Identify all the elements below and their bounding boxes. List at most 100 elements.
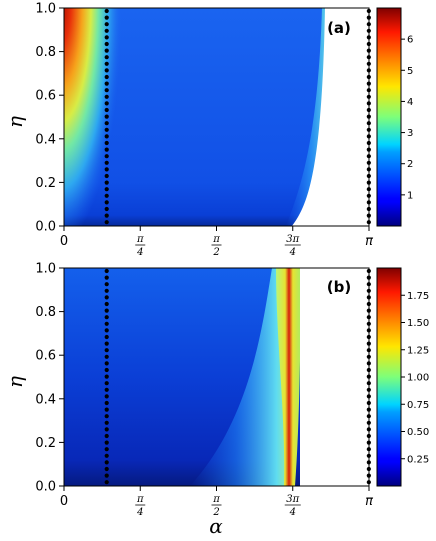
y-axis-b: 0.0 0.2 0.4 0.6 0.8 1.0 — [35, 262, 64, 495]
x-tick-numerator: π — [136, 234, 144, 245]
dot — [104, 354, 109, 359]
dot — [366, 193, 371, 198]
dot — [366, 400, 371, 406]
dot — [104, 361, 109, 366]
colorbar-tick-label: 6 — [407, 35, 413, 46]
dot — [104, 200, 109, 205]
x-tick-denominator: 4 — [289, 507, 296, 518]
dot — [104, 348, 109, 353]
y-tick-label: 0.0 — [35, 220, 56, 235]
heatmap-b-ridge — [276, 268, 302, 486]
dot — [104, 48, 109, 53]
dot — [366, 88, 371, 93]
dotted-line-b-0 — [104, 268, 109, 485]
dot — [104, 41, 109, 47]
dot — [366, 268, 371, 274]
x-tick-denominator: 4 — [136, 507, 143, 518]
dot — [104, 88, 109, 93]
dot — [366, 308, 371, 313]
dot — [366, 301, 371, 307]
dot — [104, 114, 109, 119]
x-tick-numerator: π — [212, 234, 220, 245]
dot — [366, 288, 371, 293]
dot — [366, 55, 371, 60]
dot — [366, 374, 371, 379]
colorbar-ticks-a: 1 2 3 4 5 6 — [401, 35, 413, 201]
colorbar-tick-label: 1 — [407, 190, 413, 201]
dotted-line-a-0 — [104, 8, 109, 225]
dot — [366, 8, 371, 14]
dot — [366, 433, 371, 439]
dot — [104, 61, 109, 66]
y-tick-label: 0.4 — [35, 392, 56, 407]
x-tick-label: 0 — [60, 494, 68, 509]
dot — [104, 8, 109, 14]
dot — [366, 480, 371, 485]
y-tick-label: 0.4 — [35, 132, 56, 147]
dot — [366, 328, 371, 333]
dot — [104, 440, 109, 445]
x-tick-numerator: π — [136, 494, 144, 505]
dot — [104, 282, 109, 287]
x-tick-numerator: 3π — [286, 494, 299, 505]
dot — [366, 466, 371, 472]
dot — [104, 367, 109, 373]
dot — [366, 101, 371, 106]
dot — [366, 282, 371, 287]
y-tick-label: 1.0 — [35, 262, 56, 277]
dot — [104, 206, 109, 212]
dot — [104, 140, 109, 146]
dot — [366, 22, 371, 27]
dot — [366, 200, 371, 205]
dot — [366, 334, 371, 340]
y-tick-label: 0.8 — [35, 305, 56, 320]
dot — [366, 206, 371, 212]
y-tick-label: 0.6 — [35, 349, 56, 364]
colorbar-ticks-b: 0.25 0.50 0.75 1.00 1.25 1.50 1.75 — [401, 291, 429, 465]
dot — [366, 41, 371, 47]
dot — [104, 321, 109, 326]
dot — [366, 213, 371, 218]
y-tick-label: 0.0 — [35, 480, 56, 495]
dot — [104, 268, 109, 274]
dot — [366, 160, 371, 165]
dot — [104, 480, 109, 485]
dot — [104, 400, 109, 406]
colorbar-tick-label: 1.00 — [407, 373, 429, 384]
colorbar-tick-label: 0.75 — [407, 400, 429, 411]
dotted-line-a-1 — [366, 8, 371, 225]
dot — [104, 220, 109, 225]
y-axis-title-a: η — [3, 116, 27, 128]
dot — [366, 361, 371, 366]
dot — [104, 308, 109, 313]
dot — [366, 94, 371, 99]
dot — [104, 187, 109, 192]
dot — [366, 414, 371, 419]
dot — [366, 473, 371, 478]
dot — [104, 433, 109, 439]
dot — [104, 180, 109, 185]
dot — [104, 15, 109, 20]
dot — [104, 74, 109, 80]
dot — [104, 173, 109, 179]
x-tick-denominator: 4 — [136, 247, 143, 258]
dot — [104, 107, 109, 113]
y-tick-label: 0.2 — [35, 436, 56, 451]
colorbar-tick-label: 1.75 — [407, 291, 429, 302]
dot — [366, 440, 371, 445]
y-tick-label: 0.2 — [35, 176, 56, 191]
dot — [104, 101, 109, 106]
dot — [366, 387, 371, 392]
dotted-lines-a — [104, 8, 371, 225]
dot — [366, 121, 371, 126]
colorbar-b — [376, 267, 402, 487]
dotted-line-b-1 — [366, 268, 371, 485]
dot — [366, 341, 371, 346]
dot — [104, 334, 109, 340]
x-tick-numerator: 3π — [286, 234, 299, 245]
dot — [104, 160, 109, 165]
